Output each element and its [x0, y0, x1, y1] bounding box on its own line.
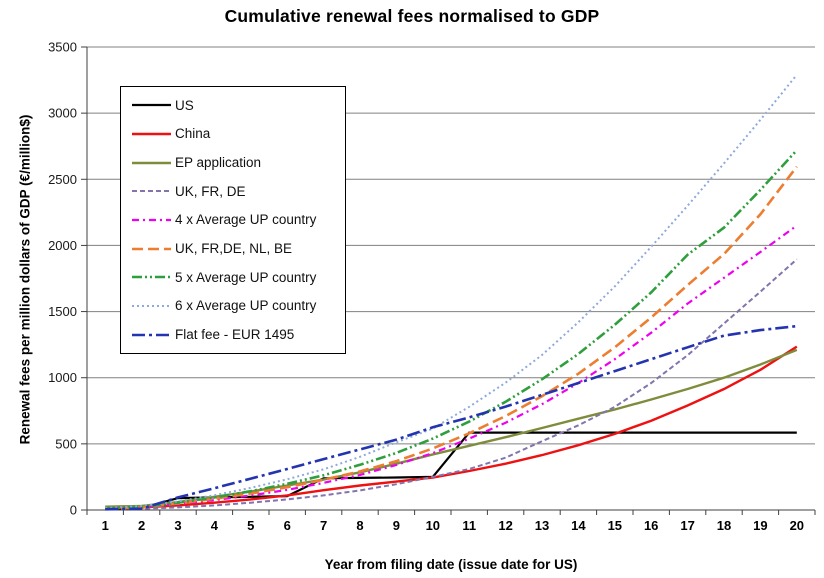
legend-item-ep-application: EP application [131, 150, 345, 176]
legend-label: UK, FR, DE [175, 183, 246, 199]
legend-line-sample [132, 304, 171, 307]
x-tick-label: 2 [138, 518, 145, 533]
legend-line-sample [132, 218, 171, 222]
series-line-ep-application [105, 348, 798, 508]
y-tick-label: 2000 [48, 238, 77, 253]
x-tick-label: 20 [790, 518, 804, 533]
x-tick-label: 11 [462, 518, 476, 533]
x-tick-label: 12 [498, 518, 512, 533]
x-tick-label: 19 [753, 518, 767, 533]
series-line-uk-fr-de [105, 258, 798, 511]
chart-title: Cumulative renewal fees normalised to GD… [224, 6, 600, 26]
legend-item-us: US [131, 92, 345, 118]
legend-line-sample [132, 132, 171, 136]
x-tick-label: 5 [247, 518, 254, 533]
series-line-5-x-average-up-country [105, 149, 798, 510]
x-tick-label: 8 [356, 518, 363, 533]
series-line-6-x-average-up-country [105, 74, 798, 509]
legend-label: China [175, 126, 211, 142]
x-tick-label: 15 [608, 518, 622, 533]
y-tick-label: 3000 [48, 106, 77, 121]
legend: US China EP application UK, FR, DE 4 x Avera… [120, 86, 346, 354]
x-tick-label: 16 [644, 518, 658, 533]
legend-item-5-x-average-up-country: 5 x Average UP country [131, 264, 345, 290]
series-line-china [105, 345, 798, 510]
y-tick-label: 2500 [48, 172, 77, 187]
legend-item-uk-fr-de: UK, FR, DE [131, 178, 345, 204]
y-tick-label: 1000 [48, 370, 77, 385]
x-tick-label: 6 [284, 518, 291, 533]
legend-label: 4 x Average UP country [175, 212, 317, 228]
x-tick-label: 1 [102, 518, 109, 533]
legend-line-sample [132, 333, 171, 336]
series-line-uk-fr-de-nl-be [105, 165, 798, 510]
legend-item-6-x-average-up-country: 6 x Average UP country [131, 293, 345, 319]
legend-item-flat-fee-eur-1495: Flat fee - EUR 1495 [131, 322, 345, 348]
legend-label: UK, FR,DE, NL, BE [175, 241, 293, 257]
legend-label: 6 x Average UP country [175, 298, 317, 314]
x-tick-label: 10 [426, 518, 440, 533]
y-tick-label: 3500 [48, 40, 77, 55]
x-tick-label: 17 [680, 518, 694, 533]
legend-label: Flat fee - EUR 1495 [175, 327, 295, 343]
y-tick-label: 500 [55, 436, 77, 451]
legend-line-sample [132, 190, 171, 193]
legend-line-sample [132, 104, 171, 107]
x-axis-label: Year from filing date (issue date for US… [324, 557, 578, 572]
x-tick-label: 7 [320, 518, 327, 533]
y-tick-label: 1500 [48, 304, 77, 319]
legend-line-sample [132, 161, 171, 164]
legend-item-4-x-average-up-country: 4 x Average UP country [131, 207, 345, 233]
x-tick-label: 14 [571, 518, 586, 533]
x-tick-label: 18 [717, 518, 731, 533]
legend-label: 5 x Average UP country [175, 269, 317, 285]
y-tick-label: 0 [70, 503, 77, 518]
legend-item-uk-fr-de-nl-be: UK, FR,DE, NL, BE [131, 236, 345, 262]
x-tick-label: 9 [393, 518, 400, 533]
legend-line-sample [132, 247, 171, 250]
x-tick-label: 4 [211, 518, 219, 533]
legend-label: US [175, 97, 194, 113]
legend-item-china: China [131, 121, 345, 147]
legend-label: EP application [175, 155, 262, 171]
legend-line-sample [132, 275, 171, 279]
x-tick-label: 13 [535, 518, 549, 533]
x-tick-label: 3 [174, 518, 181, 533]
